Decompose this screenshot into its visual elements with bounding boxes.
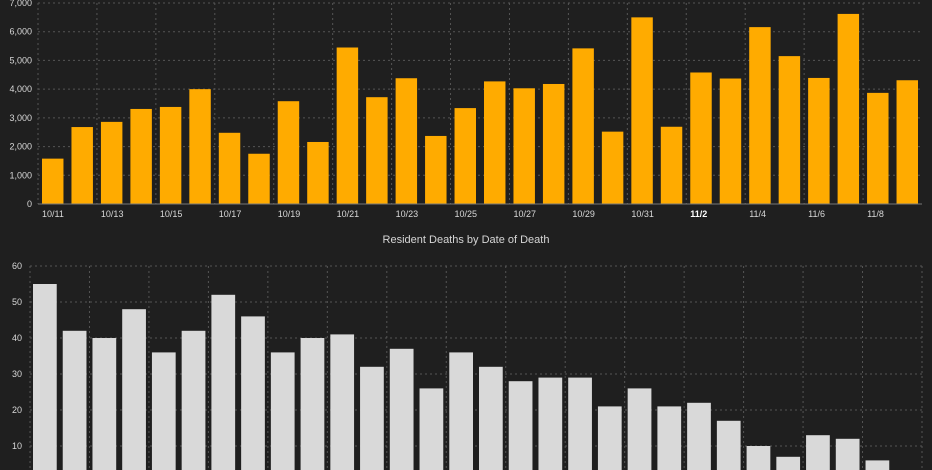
- deaths-bar: [211, 294, 236, 470]
- deaths-ytick-label: 40: [12, 333, 22, 343]
- deaths-bar: [776, 456, 801, 470]
- cases-xtick-label: 11/2: [690, 209, 707, 219]
- deaths-bar: [330, 334, 355, 470]
- deaths-bar: [122, 309, 146, 470]
- cases-xtick-label: 10/27: [513, 209, 536, 219]
- cases-bar: [425, 135, 447, 204]
- cases-xtick-label: 11/4: [749, 209, 766, 219]
- deaths-bar: [657, 406, 682, 470]
- deaths-bar: [835, 438, 860, 470]
- deaths-bar: [806, 435, 830, 470]
- cases-bar: [749, 27, 771, 205]
- deaths-ytick-label: 20: [12, 405, 22, 415]
- deaths-bar: [568, 377, 592, 470]
- deaths-bar: [181, 330, 206, 470]
- cases-bar: [690, 72, 712, 204]
- cases-ytick-label: 6,000: [9, 27, 32, 37]
- deaths-bar: [300, 338, 325, 470]
- deaths-bar: [746, 446, 771, 470]
- deaths-bar: [62, 330, 87, 470]
- cases-bar: [808, 77, 830, 204]
- deaths-chart-title: Resident Deaths by Date of Death: [383, 234, 550, 246]
- cases-bar: [71, 127, 93, 204]
- cases-bar: [366, 97, 388, 204]
- cases-bar: [719, 78, 742, 204]
- deaths-ytick-label: 60: [12, 261, 22, 271]
- cases-bar: [189, 89, 211, 204]
- cases-ytick-label: 3,000: [9, 113, 32, 123]
- deaths-bar: [151, 352, 176, 470]
- cases-bar: [395, 78, 418, 204]
- cases-xtick-label: 10/15: [160, 209, 183, 219]
- deaths-ytick-label: 30: [12, 369, 22, 379]
- cases-ytick-label: 2,000: [9, 142, 32, 152]
- cases-bar: [837, 13, 860, 205]
- deaths-bar: [865, 460, 890, 470]
- cases-xtick-label: 10/21: [337, 209, 360, 219]
- deaths-bar: [92, 338, 117, 470]
- deaths-bar: [241, 316, 265, 470]
- deaths-bar: [270, 352, 295, 470]
- cases-bar: [248, 153, 270, 204]
- cases-bar: [896, 80, 918, 204]
- deaths-bar: [597, 406, 622, 470]
- cases-bar: [42, 158, 64, 204]
- cases-bar: [484, 81, 506, 204]
- deaths-bar: [419, 388, 444, 470]
- cases-ytick-label: 5,000: [9, 55, 32, 65]
- cases-xtick-label: 10/13: [101, 209, 124, 219]
- deaths-bar: [538, 377, 563, 470]
- resident-deaths-bar-chart: Resident Deaths by Date of Death 10 20 30 4…: [12, 234, 923, 470]
- deaths-bar: [627, 388, 652, 470]
- cases-bar: [660, 126, 683, 204]
- cases-bar: [454, 108, 476, 204]
- cases-bar: [277, 101, 300, 204]
- deaths-bar: [479, 366, 503, 470]
- deaths-bar: [360, 366, 384, 470]
- cases-ytick-label: 0: [27, 199, 32, 209]
- cases-ytick-label: 7,000: [9, 0, 32, 8]
- deaths-bar: [687, 402, 711, 470]
- deaths-bar: [449, 352, 473, 470]
- daily-cases-bar-chart: 0 1,000 2,000 3,000 4,000 5,000 6,000 7,000 10/1…: [9, 0, 922, 219]
- cases-bar: [572, 48, 594, 204]
- cases-bar: [336, 47, 359, 204]
- cases-bar: [778, 56, 801, 204]
- deaths-bar: [508, 381, 533, 470]
- cases-ytick-label: 1,000: [9, 170, 32, 180]
- cases-xtick-label: 10/25: [455, 209, 478, 219]
- cases-bar: [513, 88, 535, 204]
- cases-bar: [159, 106, 182, 204]
- cases-xtick-label: 10/23: [396, 209, 419, 219]
- cases-bar: [867, 92, 889, 204]
- cases-xtick-label: 10/31: [631, 209, 654, 219]
- cases-bar: [307, 141, 329, 204]
- cases-ytick-label: 4,000: [9, 84, 32, 94]
- deaths-ytick-label: 50: [12, 297, 22, 307]
- deaths-bar: [33, 284, 57, 470]
- deaths-bar: [389, 348, 414, 470]
- cases-xtick-label: 11/6: [808, 209, 825, 219]
- deaths-ytick-label: 10: [12, 441, 22, 451]
- cases-xtick-label: 10/17: [219, 209, 242, 219]
- cases-bar: [130, 108, 152, 204]
- cases-bar: [601, 131, 624, 204]
- cases-xtick-label: 11/8: [867, 209, 884, 219]
- cases-xtick-label: 10/19: [278, 209, 301, 219]
- cases-xtick-label: 10/11: [42, 209, 64, 219]
- deaths-bar: [716, 420, 741, 470]
- cases-bar: [631, 17, 653, 204]
- cases-bar: [100, 121, 123, 204]
- cases-bar: [542, 83, 565, 204]
- cases-xtick-label: 10/29: [572, 209, 595, 219]
- cases-bar: [218, 132, 241, 204]
